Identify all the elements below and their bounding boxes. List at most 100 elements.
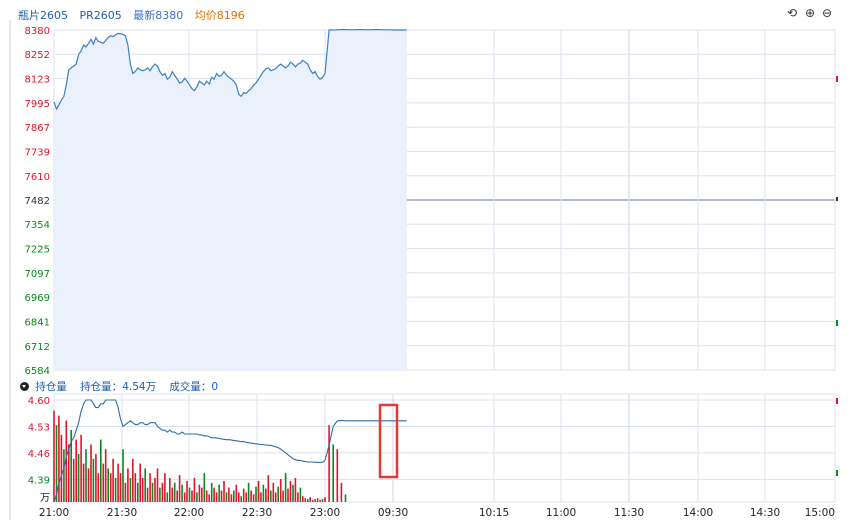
price-tick-label: 6969 (25, 293, 50, 304)
open-interest-value: 4.54万 (122, 381, 157, 393)
volume-label: 成交量： (169, 381, 212, 393)
volume-bar (344, 494, 347, 502)
volume-bar (156, 468, 159, 502)
volume-bar (114, 478, 117, 502)
volume-bar (87, 468, 90, 502)
volume-bar (319, 500, 321, 502)
open-interest-label: 持仓量： (80, 381, 123, 393)
volume-bar (80, 434, 82, 502)
volume-bar (166, 492, 169, 502)
right-edge-marker (836, 320, 838, 326)
oi-unit-label: 万 (40, 493, 50, 504)
price-tick-label: 7097 (25, 269, 50, 280)
volume-bar (328, 425, 330, 502)
volume-bar (181, 484, 183, 502)
time-tick-label: 11:00 (546, 507, 576, 519)
volume-bar (223, 480, 225, 502)
zoom-out-icon[interactable]: ⊖ (822, 6, 833, 20)
volume-bar (169, 478, 171, 502)
volume-bar (72, 458, 75, 502)
volume-bar (92, 458, 95, 502)
volume-bar (154, 478, 156, 502)
volume-bar (311, 500, 314, 502)
volume-bar (235, 484, 238, 502)
volume-bar (210, 482, 213, 502)
sub-chart-header: 持仓量 持仓量：4.54万 成交量：0 (20, 379, 218, 394)
volume-bar (257, 480, 260, 502)
volume-bar (289, 480, 292, 502)
price-tick-label: 7354 (25, 220, 50, 231)
collapse-icon[interactable] (20, 382, 29, 391)
sub-chart-title[interactable]: 持仓量 (35, 381, 67, 393)
volume-bar (265, 488, 267, 502)
volume-bar (230, 494, 233, 502)
volume-bar (302, 496, 304, 502)
volume-bar (321, 499, 324, 502)
price-line (53, 29, 407, 111)
price-tick-label: 8123 (25, 75, 50, 86)
volume-bar (53, 410, 55, 502)
volume-bar (122, 449, 124, 502)
volume-bar (233, 490, 235, 502)
time-tick-label: 21:30 (107, 507, 137, 519)
volume-bar (132, 458, 134, 502)
volume-bar (144, 468, 146, 502)
zoom-in-icon[interactable]: ⊕ (805, 6, 816, 20)
volume-bar (245, 492, 247, 502)
oi-tick-label: 4.53 (28, 422, 50, 433)
oi-tick-label: 4.60 (28, 396, 50, 407)
volume-bar (307, 499, 309, 502)
volume-bar (284, 473, 287, 502)
volume-bar (205, 490, 208, 502)
volume-bar (193, 478, 196, 502)
volume-bar (220, 490, 223, 502)
volume-bar (97, 473, 100, 502)
volume-bar (240, 496, 242, 502)
last-price: 最新8380 (133, 9, 183, 22)
volume-bar (277, 486, 279, 502)
volume-bar (270, 490, 272, 502)
volume-bar (171, 487, 174, 502)
time-tick-label: 21:00 (39, 507, 69, 519)
undo-icon[interactable]: ⟲ (787, 6, 798, 20)
volume-bar (90, 444, 92, 502)
time-tick-label: 22:00 (174, 507, 204, 519)
volume-value: 0 (211, 381, 219, 393)
volume-bar (260, 492, 262, 502)
volume-bar (63, 449, 65, 502)
avg-price-label: 均价 (194, 9, 217, 22)
volume-bar (282, 490, 284, 502)
highlight-box (378, 403, 399, 479)
price-tick-label: 7867 (25, 123, 50, 134)
time-tick-label: 14:00 (683, 507, 713, 519)
volume-bar (102, 463, 105, 502)
volume-bar (297, 492, 299, 502)
price-tick-label: 7482 (25, 196, 50, 207)
avg-price: 均价8196 (195, 9, 245, 22)
volume-bar (201, 487, 203, 502)
volume-bar (159, 487, 161, 502)
volume-bar (151, 482, 154, 502)
volume-bar (109, 473, 112, 502)
oi-tick-label: 4.39 (28, 475, 50, 486)
volume-bar (340, 482, 343, 502)
volume-bar (183, 492, 186, 502)
volume-bar (309, 497, 311, 502)
last-price-value: 8380 (155, 9, 184, 22)
volume-bar (238, 492, 240, 502)
volume-bar (225, 492, 228, 502)
volume-bar (255, 486, 257, 502)
price-tick-label: 7739 (25, 147, 50, 158)
volume-bar (294, 478, 297, 502)
volume-bar (60, 434, 63, 502)
price-tick-label: 6584 (25, 366, 50, 377)
volume-bar (134, 473, 137, 502)
price-tick-label: 8380 (25, 26, 50, 37)
volume-bar (262, 484, 265, 502)
contract-name[interactable]: 瓶片2605 (18, 9, 68, 22)
volume-bar (124, 482, 127, 502)
volume-bar (82, 463, 85, 502)
volume-bar (137, 482, 139, 502)
price-tick-label: 6841 (25, 317, 50, 328)
